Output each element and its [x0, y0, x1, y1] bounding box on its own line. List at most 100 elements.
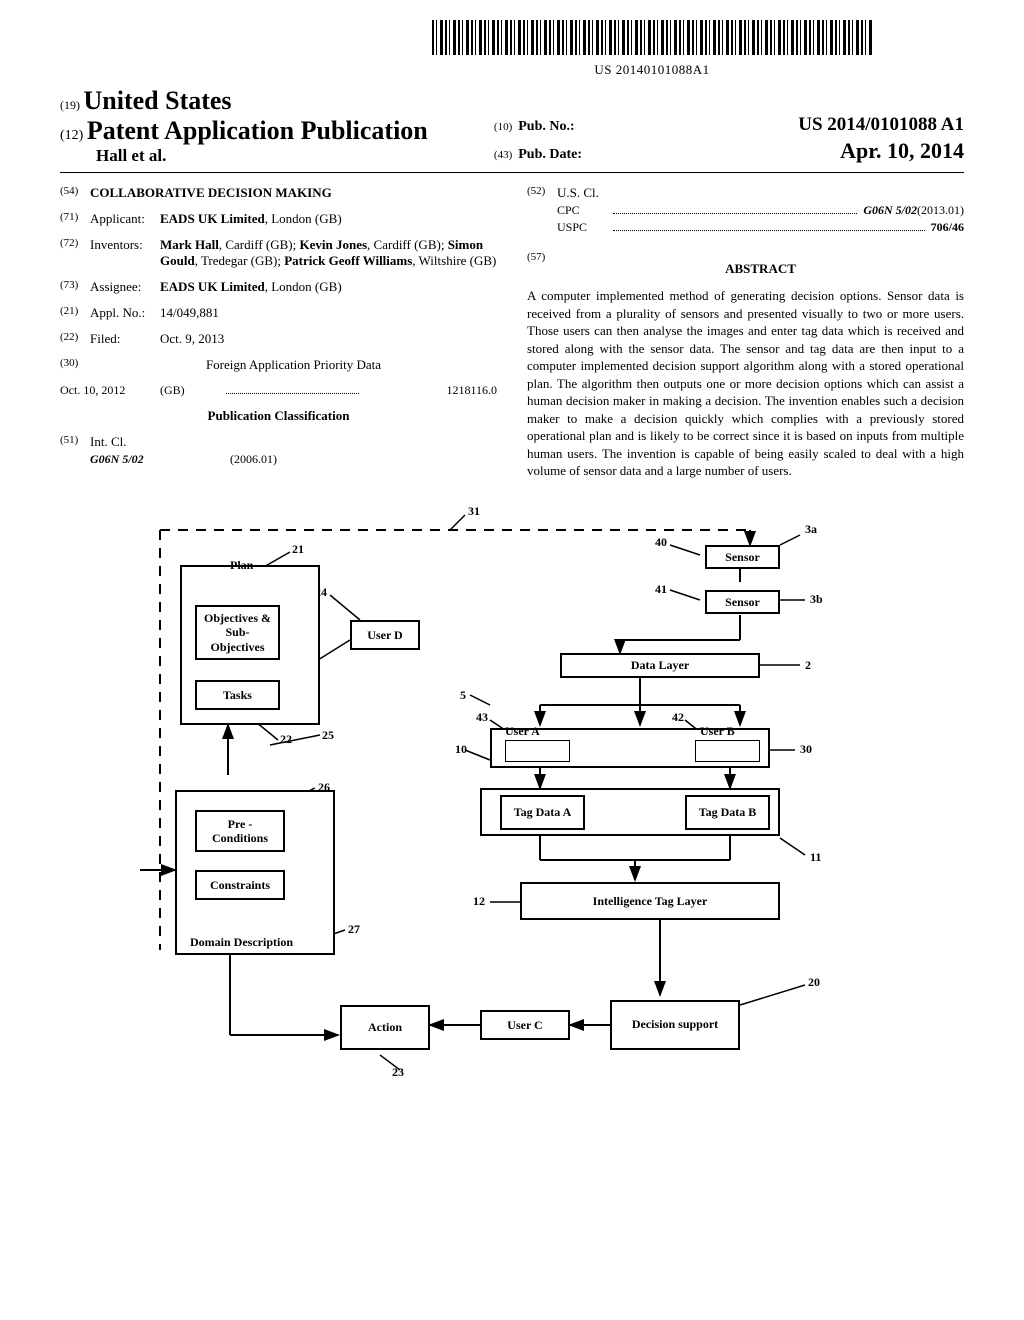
userd-box: User D	[350, 620, 420, 650]
code-73: (73)	[60, 279, 90, 291]
code-22: (22)	[60, 331, 90, 343]
code-21: (21)	[60, 305, 90, 317]
ref-27: 27	[348, 922, 360, 937]
usera-inner	[505, 740, 570, 762]
inventors-value: Mark Hall, Cardiff (GB); Kevin Jones, Ca…	[160, 237, 497, 269]
uspc-row: USPC 706/46	[557, 220, 964, 235]
constraints-box: Constraints	[195, 870, 285, 900]
cpc-value: G06N 5/02	[863, 203, 917, 218]
abstract-text: A computer implemented method of generat…	[527, 287, 964, 480]
code-43: (43)	[494, 149, 512, 161]
country: United States	[84, 86, 232, 115]
applicant-value: EADS UK Limited, London (GB)	[160, 211, 497, 227]
ref-20: 20	[808, 975, 820, 990]
intel-box: Intelligence Tag Layer	[520, 882, 780, 920]
plan-label: Plan	[230, 558, 253, 573]
intcl-row: G06N 5/02 (2006.01)	[90, 452, 497, 467]
cpc-row: CPC G06N 5/02 (2013.01)	[557, 203, 964, 218]
foreign-priority-heading: Foreign Application Priority Data	[90, 357, 497, 373]
divider	[60, 172, 964, 173]
ref-43: 43	[476, 710, 488, 725]
intcl-year: (2006.01)	[230, 452, 277, 467]
code-51: (51)	[60, 434, 90, 446]
action-box: Action	[340, 1005, 430, 1050]
code-54: (54)	[60, 185, 90, 197]
ref-10: 10	[455, 742, 467, 757]
code-12: (12)	[60, 128, 83, 143]
intcl-cls: G06N 5/02	[90, 452, 230, 467]
priority-row: Oct. 10, 2012 (GB) 1218116.0	[60, 383, 497, 398]
ref-12: 12	[473, 894, 485, 909]
ref-41: 41	[655, 582, 667, 597]
code-19: (19)	[60, 98, 80, 112]
priority-country: (GB)	[160, 383, 220, 398]
domain-label: Domain Description	[190, 935, 293, 950]
code-71: (71)	[60, 211, 90, 223]
decision-box: Decision support	[610, 1000, 740, 1050]
uspc-label: USPC	[557, 220, 607, 235]
ref-21: 21	[292, 542, 304, 557]
tasks-box: Tasks	[195, 680, 280, 710]
ref-2: 2	[805, 658, 811, 673]
barcode-area: US 20140101088A1	[340, 20, 964, 78]
applno-value: 14/049,881	[160, 305, 497, 321]
body-columns: (54) COLLABORATIVE DECISION MAKING (71) …	[60, 185, 964, 480]
ref-3a: 3a	[805, 522, 817, 537]
pub-date: Apr. 10, 2014	[840, 138, 964, 164]
code-57: (57)	[527, 251, 557, 287]
left-column: (54) COLLABORATIVE DECISION MAKING (71) …	[60, 185, 497, 480]
priority-date: Oct. 10, 2012	[60, 383, 160, 398]
taga-box: Tag Data A	[500, 795, 585, 830]
authors: Hall et al.	[96, 146, 494, 166]
code-52: (52)	[527, 185, 557, 197]
userb-label: User B	[700, 724, 735, 739]
classification-heading: Publication Classification	[60, 408, 497, 424]
ref-25: 25	[322, 728, 334, 743]
code-30: (30)	[60, 357, 90, 369]
applicant-label: Applicant:	[90, 211, 160, 227]
sensor2-box: Sensor	[705, 590, 780, 614]
pub-no-label: Pub. No.:	[518, 119, 618, 135]
datalayer-box: Data Layer	[560, 653, 760, 678]
ref-11: 11	[810, 850, 821, 865]
filed-label: Filed:	[90, 331, 160, 347]
uspc-value: 706/46	[931, 220, 964, 235]
ref-40: 40	[655, 535, 667, 550]
assignee-value: EADS UK Limited, London (GB)	[160, 279, 497, 295]
sensor1-box: Sensor	[705, 545, 780, 569]
invention-title: COLLABORATIVE DECISION MAKING	[90, 185, 497, 201]
right-column: (52) U.S. Cl. CPC G06N 5/02 (2013.01) US…	[527, 185, 964, 480]
ref-30: 30	[800, 742, 812, 757]
ref-3b: 3b	[810, 592, 823, 607]
cpc-label: CPC	[557, 203, 607, 218]
barcode-graphic	[432, 20, 872, 55]
priority-number: 1218116.0	[365, 383, 498, 398]
ref-23: 23	[392, 1065, 404, 1080]
intcl-label: Int. Cl.	[90, 434, 497, 450]
code-10: (10)	[494, 121, 512, 133]
barcode-number: US 20140101088A1	[340, 62, 964, 78]
ref-5: 5	[460, 688, 466, 703]
objectives-box: Objectives & Sub-Objectives	[195, 605, 280, 660]
header: (19) United States (12) Patent Applicati…	[60, 86, 964, 166]
userb-inner	[695, 740, 760, 762]
ref-42: 42	[672, 710, 684, 725]
pub-no: US 2014/0101088 A1	[798, 114, 964, 136]
uscl-label: U.S. Cl.	[557, 185, 964, 201]
pub-date-label: Pub. Date:	[518, 147, 618, 163]
inventors-label: Inventors:	[90, 237, 160, 253]
publication-type: Patent Application Publication	[87, 116, 428, 145]
ref-31: 31	[468, 504, 480, 519]
abstract-heading: ABSTRACT	[557, 261, 964, 277]
code-72: (72)	[60, 237, 90, 249]
preconditions-box: Pre - Conditions	[195, 810, 285, 852]
usera-label: User A	[505, 724, 540, 739]
assignee-label: Assignee:	[90, 279, 160, 295]
ref-22: 22	[280, 732, 292, 747]
cpc-year: (2013.01)	[917, 203, 964, 218]
filed-value: Oct. 9, 2013	[160, 331, 497, 347]
userc-box: User C	[480, 1010, 570, 1040]
tagb-box: Tag Data B	[685, 795, 770, 830]
figure: 31 3a 3b 40 41 2 5 43 42 10 30 50 11 12 …	[60, 510, 964, 1110]
applno-label: Appl. No.:	[90, 305, 160, 321]
